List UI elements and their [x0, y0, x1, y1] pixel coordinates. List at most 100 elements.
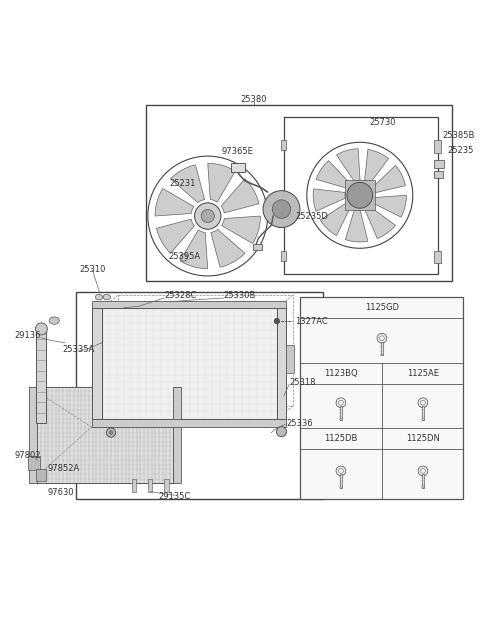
- Ellipse shape: [421, 419, 424, 421]
- Polygon shape: [155, 189, 194, 216]
- Bar: [173, 386, 181, 483]
- Text: 25336: 25336: [286, 419, 312, 428]
- Text: 1125GD: 1125GD: [365, 303, 399, 312]
- Bar: [433, 171, 443, 178]
- Bar: [433, 160, 444, 168]
- Polygon shape: [365, 207, 396, 238]
- Bar: [340, 406, 342, 419]
- Text: 25231: 25231: [169, 179, 195, 188]
- Text: 25385B: 25385B: [443, 131, 475, 140]
- Circle shape: [336, 398, 346, 408]
- Bar: [148, 478, 153, 491]
- Bar: [92, 301, 286, 308]
- Ellipse shape: [103, 294, 110, 300]
- Polygon shape: [222, 216, 261, 243]
- Text: 25328C: 25328C: [164, 291, 196, 300]
- Bar: [345, 180, 374, 211]
- Polygon shape: [372, 195, 407, 217]
- Bar: [164, 478, 168, 491]
- Text: 25235D: 25235D: [295, 213, 328, 222]
- Text: 29135C: 29135C: [158, 491, 191, 500]
- Bar: [421, 474, 424, 488]
- Bar: [434, 140, 442, 153]
- Circle shape: [263, 191, 300, 227]
- Circle shape: [274, 318, 280, 324]
- Circle shape: [377, 334, 387, 343]
- Circle shape: [201, 209, 215, 223]
- Bar: [28, 456, 40, 470]
- Bar: [36, 329, 47, 423]
- Circle shape: [347, 182, 372, 208]
- Bar: [76, 292, 323, 499]
- Circle shape: [194, 203, 221, 229]
- Bar: [286, 345, 294, 373]
- Circle shape: [36, 323, 48, 335]
- Bar: [421, 406, 424, 419]
- Bar: [92, 308, 102, 419]
- Ellipse shape: [381, 354, 383, 355]
- Text: 1327AC: 1327AC: [295, 317, 328, 326]
- Ellipse shape: [340, 487, 342, 489]
- Polygon shape: [364, 149, 388, 184]
- Circle shape: [418, 398, 428, 408]
- Text: 97852A: 97852A: [48, 464, 80, 473]
- Bar: [277, 308, 286, 419]
- Bar: [37, 386, 173, 483]
- Bar: [102, 308, 277, 419]
- Bar: [300, 297, 464, 499]
- Circle shape: [180, 254, 188, 261]
- Text: 97365E: 97365E: [222, 147, 253, 156]
- Text: 25335A: 25335A: [62, 345, 95, 354]
- Bar: [231, 163, 245, 172]
- Circle shape: [354, 189, 366, 201]
- Bar: [280, 140, 286, 150]
- Bar: [92, 419, 286, 427]
- Text: 1123BQ: 1123BQ: [324, 369, 358, 378]
- Circle shape: [348, 184, 372, 207]
- Bar: [280, 251, 286, 261]
- Text: 1125AE: 1125AE: [407, 369, 439, 378]
- Circle shape: [272, 200, 291, 218]
- Bar: [36, 469, 47, 481]
- Circle shape: [109, 431, 113, 435]
- Text: 25318: 25318: [290, 378, 316, 387]
- Bar: [132, 478, 136, 491]
- Ellipse shape: [96, 294, 103, 300]
- Text: 97630: 97630: [48, 488, 74, 497]
- Polygon shape: [211, 229, 245, 267]
- Polygon shape: [156, 219, 194, 253]
- Ellipse shape: [421, 487, 424, 489]
- Text: 25395A: 25395A: [168, 252, 201, 261]
- Ellipse shape: [49, 317, 60, 325]
- Circle shape: [107, 428, 116, 437]
- Polygon shape: [221, 179, 259, 213]
- Bar: [434, 251, 442, 263]
- Text: 25330B: 25330B: [224, 291, 256, 300]
- Circle shape: [418, 466, 428, 476]
- Polygon shape: [170, 165, 204, 202]
- Polygon shape: [320, 202, 350, 236]
- Text: 25380: 25380: [240, 95, 267, 104]
- Polygon shape: [372, 166, 406, 193]
- Polygon shape: [180, 230, 208, 269]
- Text: 97802: 97802: [15, 451, 41, 460]
- Bar: [145, 106, 452, 281]
- Polygon shape: [208, 164, 235, 202]
- Text: 25310: 25310: [79, 265, 106, 274]
- Text: 1125DN: 1125DN: [406, 433, 440, 442]
- Circle shape: [276, 426, 287, 437]
- Text: 25730: 25730: [370, 118, 396, 128]
- Circle shape: [336, 466, 346, 476]
- Bar: [253, 243, 262, 250]
- Bar: [381, 341, 383, 355]
- Text: 25235: 25235: [447, 146, 474, 155]
- Bar: [340, 474, 342, 488]
- Text: 1125DB: 1125DB: [324, 433, 358, 442]
- Polygon shape: [313, 189, 345, 211]
- Polygon shape: [336, 149, 360, 182]
- Bar: [29, 386, 37, 483]
- Polygon shape: [346, 209, 368, 242]
- Polygon shape: [316, 160, 350, 188]
- Text: 29136: 29136: [15, 331, 41, 340]
- Ellipse shape: [340, 419, 342, 421]
